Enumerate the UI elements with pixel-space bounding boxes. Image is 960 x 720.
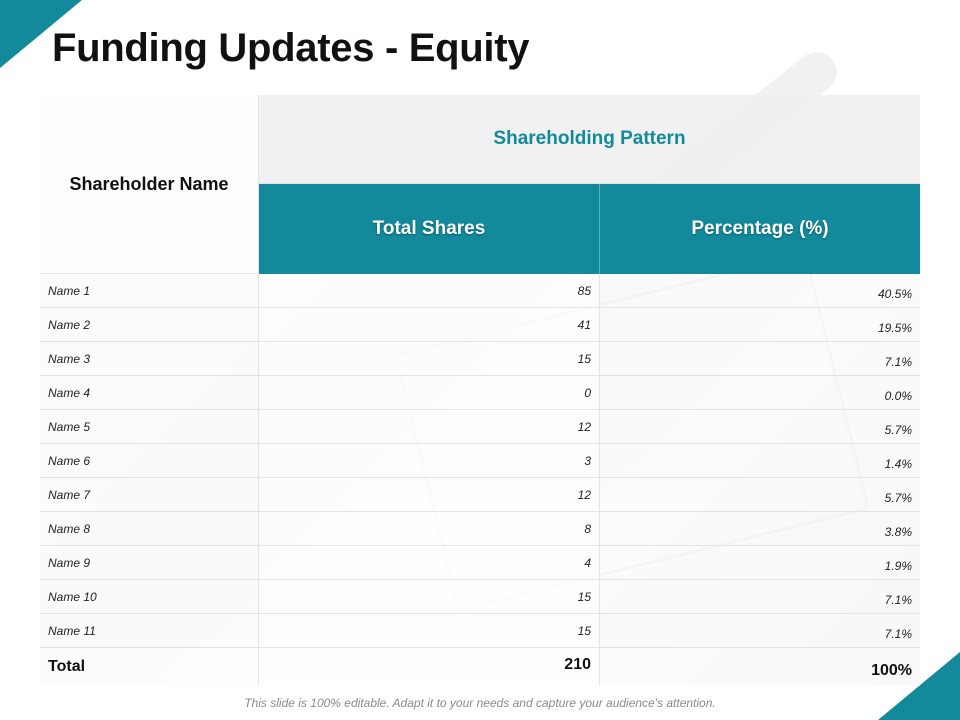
table-row: Name 4 0 0.0% (40, 375, 920, 410)
total-row: Total 210 100% (40, 647, 920, 686)
total-shares-cell: 15 (258, 613, 600, 648)
total-label-cell: Total (40, 647, 259, 686)
shareholder-name-cell: Name 2 (40, 307, 259, 342)
shareholder-name-cell: Name 5 (40, 409, 259, 444)
table-row: Name 3 15 7.1% (40, 341, 920, 376)
footer-note: This slide is 100% editable. Adapt it to… (244, 696, 716, 710)
total-percentage-cell: 100% (599, 647, 920, 686)
table-row: Name 6 3 1.4% (40, 443, 920, 478)
total-shares-cell: 210 (258, 647, 600, 686)
header-total-shares: Total Shares (258, 183, 600, 274)
percentage-cell: 7.1% (599, 579, 920, 614)
total-shares-cell: 12 (258, 409, 600, 444)
table-row: Name 5 12 5.7% (40, 409, 920, 444)
table-row: Name 9 4 1.9% (40, 545, 920, 580)
total-shares-cell: 0 (258, 375, 600, 410)
shareholder-name-cell: Name 10 (40, 579, 259, 614)
header-shareholding-pattern: Shareholding Pattern (258, 95, 920, 185)
percentage-cell: 7.1% (599, 341, 920, 376)
table-row: Name 11 15 7.1% (40, 613, 920, 648)
shareholder-name-cell: Name 9 (40, 545, 259, 580)
percentage-cell: 3.8% (599, 511, 920, 546)
corner-accent-top-left (0, 0, 82, 68)
percentage-cell: 40.5% (599, 273, 920, 308)
total-shares-cell: 4 (258, 545, 600, 580)
shareholder-name-cell: Name 4 (40, 375, 259, 410)
total-shares-cell: 3 (258, 443, 600, 478)
percentage-cell: 1.9% (599, 545, 920, 580)
percentage-cell: 5.7% (599, 409, 920, 444)
page-title: Funding Updates - Equity (52, 26, 530, 70)
total-shares-cell: 8 (258, 511, 600, 546)
percentage-cell: 19.5% (599, 307, 920, 342)
shareholder-name-cell: Name 1 (40, 273, 259, 308)
table-row: Name 7 12 5.7% (40, 477, 920, 512)
header-shareholder-name: Shareholder Name (40, 95, 259, 274)
total-shares-cell: 85 (258, 273, 600, 308)
table-row: Name 1 85 40.5% (40, 273, 920, 308)
total-shares-cell: 15 (258, 579, 600, 614)
shareholder-name-cell: Name 6 (40, 443, 259, 478)
table-row: Name 10 15 7.1% (40, 579, 920, 614)
percentage-cell: 1.4% (599, 443, 920, 478)
percentage-cell: 5.7% (599, 477, 920, 512)
table-row: Name 2 41 19.5% (40, 307, 920, 342)
shareholder-name-cell: Name 7 (40, 477, 259, 512)
total-shares-cell: 12 (258, 477, 600, 512)
header-percentage: Percentage (%) (599, 183, 920, 274)
total-shares-cell: 41 (258, 307, 600, 342)
equity-table: Shareholder Name Shareholding Pattern To… (40, 95, 920, 686)
shareholder-name-cell: Name 11 (40, 613, 259, 648)
shareholder-name-cell: Name 8 (40, 511, 259, 546)
total-shares-cell: 15 (258, 341, 600, 376)
percentage-cell: 7.1% (599, 613, 920, 648)
table-row: Name 8 8 3.8% (40, 511, 920, 546)
shareholder-name-cell: Name 3 (40, 341, 259, 376)
percentage-cell: 0.0% (599, 375, 920, 410)
